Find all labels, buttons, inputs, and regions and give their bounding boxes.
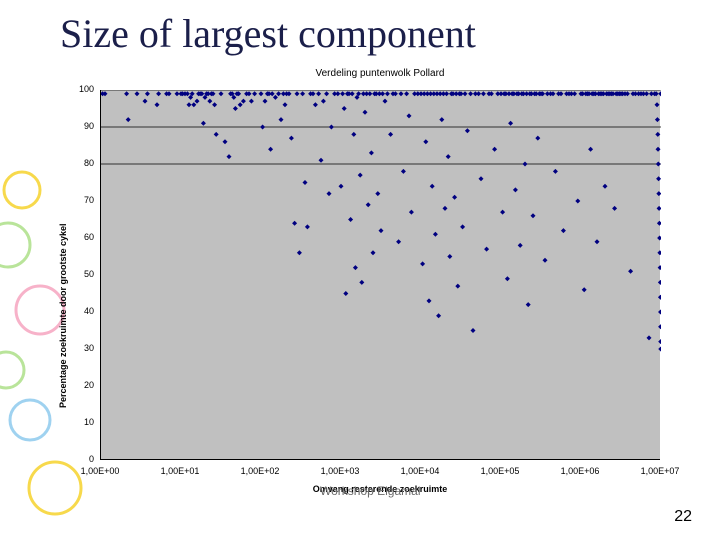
slide: Size of largest component Verdeling punt…	[0, 0, 720, 540]
y-tick: 10	[84, 417, 94, 427]
x-tick: 1,00E+01	[152, 466, 208, 476]
y-axis-label: Percentage zoekruimte door grootste cyke…	[58, 224, 68, 409]
x-tick: 1,00E+04	[392, 466, 448, 476]
chart-title: Verdeling puntenwolk Pollard	[100, 68, 660, 79]
y-tick: 30	[84, 343, 94, 353]
y-tick: 40	[84, 306, 94, 316]
y-tick: 20	[84, 380, 94, 390]
x-tick: 1,00E+05	[472, 466, 528, 476]
y-tick: 0	[89, 454, 94, 464]
slide-title: Size of largest component	[60, 10, 476, 57]
footer-text: Workshop Elgamal	[320, 484, 421, 498]
x-tick: 1,00E+03	[312, 466, 368, 476]
y-tick: 90	[84, 121, 94, 131]
x-tick: 1,00E+06	[552, 466, 608, 476]
x-tick: 1,00E+02	[232, 466, 288, 476]
x-tick: 1,00E+00	[72, 466, 128, 476]
y-tick: 80	[84, 158, 94, 168]
scatter-plot	[100, 90, 660, 460]
y-tick: 100	[79, 84, 94, 94]
y-tick: 70	[84, 195, 94, 205]
page-number: 22	[674, 508, 692, 526]
scatter-plot-svg	[101, 90, 661, 460]
y-tick: 60	[84, 232, 94, 242]
x-tick: 1,00E+07	[632, 466, 688, 476]
y-tick: 50	[84, 269, 94, 279]
